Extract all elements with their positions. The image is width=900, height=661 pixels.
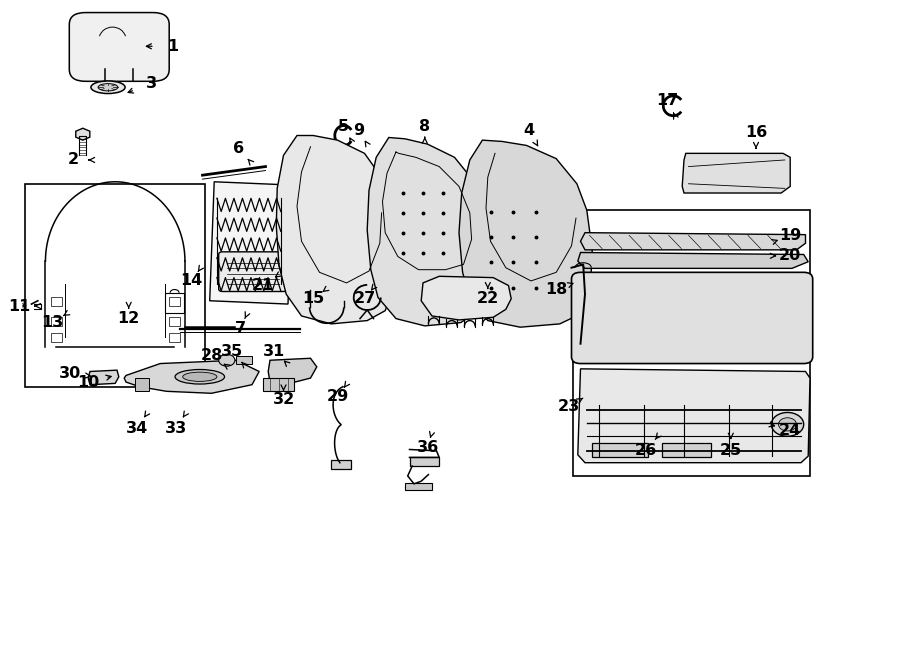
Bar (169, 297, 180, 306)
Text: 34: 34 (126, 421, 148, 436)
Circle shape (219, 354, 235, 366)
Text: 33: 33 (165, 421, 186, 436)
Text: 31: 31 (264, 344, 285, 359)
Polygon shape (367, 137, 488, 326)
FancyBboxPatch shape (572, 272, 813, 364)
Polygon shape (580, 233, 806, 250)
Circle shape (778, 418, 796, 431)
Text: 29: 29 (327, 389, 348, 404)
Bar (25, 184, 205, 387)
Ellipse shape (175, 369, 225, 384)
Ellipse shape (91, 81, 125, 93)
Text: 36: 36 (417, 440, 438, 455)
Polygon shape (88, 370, 119, 385)
Text: 17: 17 (657, 93, 679, 108)
Text: 3: 3 (146, 77, 157, 91)
Text: 1: 1 (167, 39, 178, 54)
Polygon shape (578, 369, 810, 463)
FancyBboxPatch shape (219, 252, 287, 292)
Text: 25: 25 (720, 444, 742, 458)
Bar (236, 356, 252, 364)
Polygon shape (124, 360, 259, 393)
Bar (331, 460, 351, 469)
Text: 7: 7 (235, 321, 246, 336)
Bar (135, 378, 148, 391)
Polygon shape (76, 128, 90, 140)
FancyBboxPatch shape (69, 13, 169, 81)
Ellipse shape (183, 372, 217, 381)
Polygon shape (682, 153, 790, 193)
Text: 15: 15 (302, 292, 324, 306)
Polygon shape (421, 276, 511, 320)
Circle shape (771, 412, 804, 436)
Text: 20: 20 (779, 249, 801, 263)
Text: 14: 14 (181, 274, 202, 288)
Text: 18: 18 (545, 282, 567, 297)
Bar (169, 317, 180, 326)
Text: 9: 9 (353, 123, 364, 137)
Text: 32: 32 (273, 393, 294, 407)
Bar (405, 483, 432, 490)
Bar (169, 333, 180, 342)
Bar (573, 358, 810, 476)
Text: 8: 8 (419, 120, 430, 134)
Text: 5: 5 (338, 120, 349, 134)
Ellipse shape (98, 83, 118, 91)
Text: 22: 22 (477, 292, 499, 306)
Bar (662, 443, 711, 457)
Text: 28: 28 (201, 348, 222, 363)
Bar (592, 443, 648, 457)
Bar (50, 297, 61, 306)
Text: 11: 11 (9, 299, 31, 313)
Bar (573, 210, 810, 362)
Polygon shape (459, 140, 592, 327)
Bar (165, 293, 184, 313)
Text: 35: 35 (221, 344, 243, 359)
Text: 12: 12 (118, 311, 140, 326)
Bar (50, 333, 61, 342)
Bar (50, 317, 61, 326)
Text: 16: 16 (745, 125, 767, 139)
Text: 4: 4 (524, 124, 535, 138)
Text: 19: 19 (779, 229, 801, 243)
Bar (410, 457, 439, 466)
Text: 2: 2 (68, 153, 79, 167)
Text: 6: 6 (233, 141, 244, 156)
Text: 24: 24 (779, 424, 801, 438)
Text: 21: 21 (252, 278, 274, 293)
Polygon shape (268, 358, 317, 383)
Text: 26: 26 (635, 444, 657, 458)
Polygon shape (210, 182, 292, 304)
Bar (263, 378, 294, 391)
Text: 23: 23 (558, 399, 580, 414)
Polygon shape (578, 253, 808, 268)
Text: 30: 30 (59, 366, 81, 381)
Text: 13: 13 (41, 315, 63, 330)
Polygon shape (276, 136, 396, 324)
Text: 10: 10 (77, 375, 99, 389)
Text: 27: 27 (354, 292, 375, 306)
